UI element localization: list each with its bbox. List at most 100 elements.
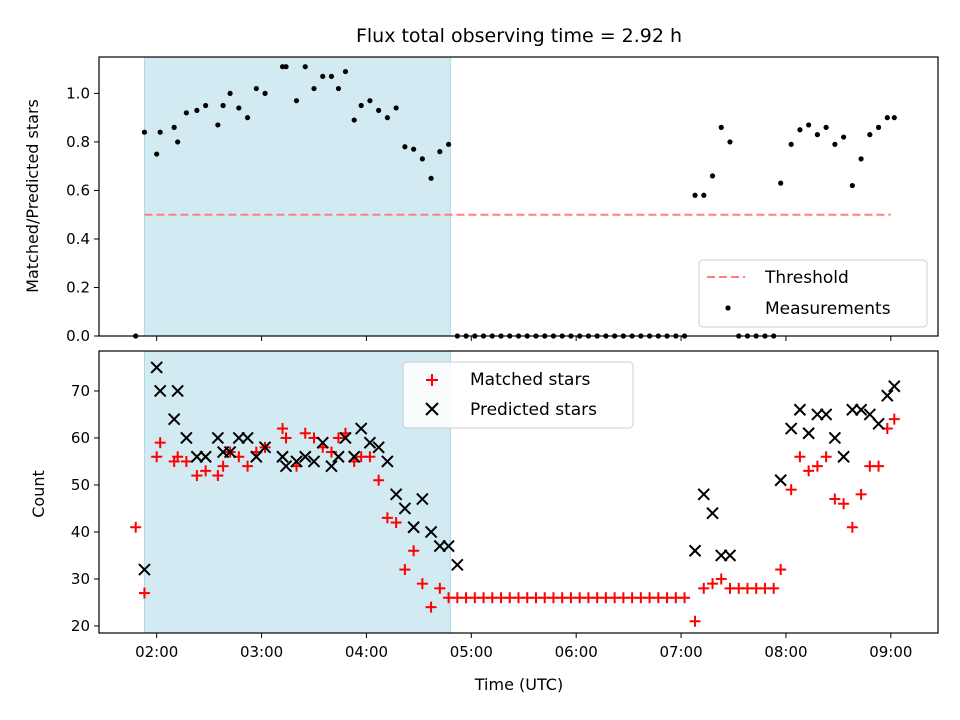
matched-point-27 <box>364 451 376 463</box>
predicted-point-1 <box>150 361 163 374</box>
matched-point-16 <box>277 423 289 435</box>
matched-point-3 <box>154 437 166 449</box>
matched-point-82 <box>846 521 858 533</box>
predicted-point-32 <box>416 492 429 506</box>
predicted-point-15 <box>276 450 289 463</box>
ratio-legend-box <box>698 259 928 328</box>
measurement-point-8 <box>203 102 209 109</box>
matched-point-81 <box>838 498 850 510</box>
matched-point-19 <box>299 427 311 439</box>
ratio-legend: Threshold Measurements <box>698 259 928 328</box>
measurement-point-27 <box>367 98 373 104</box>
count-x-tick-label-3: 05:00 <box>450 643 493 661</box>
predicted-point-19 <box>307 455 321 468</box>
measurement-point-64 <box>692 192 698 198</box>
matched-point-30 <box>390 517 402 529</box>
measurement-point-10 <box>220 102 226 109</box>
count-x-tick-label-4: 06:00 <box>555 643 598 661</box>
predicted-point-20 <box>316 436 329 449</box>
predicted-point-7 <box>199 450 212 463</box>
measurement-point-75 <box>788 141 794 147</box>
predicted-point-14 <box>258 441 272 454</box>
count-x-axis: 02:00 03:00 04:00 05:00 06:00 07:00 08:00 09:00 <box>135 633 912 661</box>
ratio-y-tick-label-0: 0.0 <box>66 327 90 345</box>
measurement-point-19 <box>302 64 308 70</box>
measurement-point-84 <box>867 132 873 138</box>
matched-point-67 <box>715 573 727 585</box>
ratio-y-axis-label: Matched/Predicted stars <box>23 99 42 293</box>
matched-point-28 <box>373 474 385 486</box>
predicted-point-39 <box>706 506 719 520</box>
measurement-point-21 <box>320 73 326 80</box>
measurement-point-68 <box>727 139 733 145</box>
matched-point-29 <box>381 512 393 524</box>
measurement-point-85 <box>875 124 882 130</box>
measurement-point-12 <box>236 105 242 111</box>
matched-point-34 <box>425 601 437 613</box>
measurement-point-32 <box>411 146 417 152</box>
measurement-points <box>133 64 897 339</box>
count-y-tick-label-4: 60 <box>71 429 90 447</box>
matched-point-74 <box>775 564 787 576</box>
predicted-point-0 <box>138 563 151 576</box>
measurement-legend-label: Measurements <box>765 299 891 319</box>
ratio-y-tick-label-1: 0.2 <box>66 278 90 296</box>
matched-point-17 <box>280 432 292 444</box>
predicted-point-26 <box>363 436 377 449</box>
count-legend-box <box>402 361 634 429</box>
predicted-point-33 <box>424 525 438 539</box>
measurement-point-28 <box>376 107 382 113</box>
measurement-point-23 <box>335 85 342 92</box>
predicted-point-31 <box>407 521 420 534</box>
measurement-point-83 <box>858 156 864 162</box>
measurement-point-79 <box>823 124 829 130</box>
measurement-point-17 <box>283 64 289 70</box>
matched-point-9 <box>212 470 224 482</box>
measurement-point-35 <box>437 149 443 155</box>
predicted-point-28 <box>381 455 394 468</box>
predicted-point-37 <box>688 544 702 557</box>
count-x-tick-label-2: 04:00 <box>345 643 388 661</box>
count-y-tick-label-3: 50 <box>71 476 90 494</box>
matched-point-7 <box>191 470 203 482</box>
measurement-point-80 <box>832 141 838 147</box>
predicted-point-42 <box>774 474 787 487</box>
measurement-point-3 <box>157 129 163 135</box>
measurement-point-66 <box>709 173 716 179</box>
predicted-point-45 <box>802 427 815 440</box>
measurement-point-5 <box>175 139 181 145</box>
matched-point-0 <box>130 521 142 533</box>
predicted-point-41 <box>723 549 737 562</box>
matched-star-points <box>130 413 900 627</box>
measurement-point-24 <box>342 68 349 75</box>
matched-point-6 <box>180 455 192 467</box>
matched-point-23 <box>332 432 344 444</box>
count-y-tick-label-2: 40 <box>71 523 90 541</box>
x-axis-label: Time (UTC) <box>474 675 563 694</box>
matched-point-10 <box>217 460 229 472</box>
predicted-point-54 <box>881 389 894 402</box>
measurement-point-25 <box>351 117 357 123</box>
ratio-panel-frame <box>98 56 939 337</box>
matched-point-87 <box>888 413 900 425</box>
matched-point-64 <box>689 615 701 627</box>
measurement-point-7 <box>194 107 200 113</box>
chart-title: Flux total observing time = 2.92 h <box>356 25 682 47</box>
predicted-point-29 <box>389 488 403 501</box>
count-y-tick-label-1: 30 <box>71 570 90 588</box>
predicted-point-23 <box>339 431 352 445</box>
count-y-axis: 20 30 40 50 60 70 <box>71 382 99 635</box>
matched-point-35 <box>434 582 446 594</box>
predicted-point-43 <box>784 422 798 435</box>
predicted-point-48 <box>828 431 842 445</box>
measurement-point-20 <box>311 85 317 92</box>
measurement-point-36 <box>445 141 452 147</box>
matched-point-80 <box>829 493 841 505</box>
predicted-legend-swatch <box>425 402 439 416</box>
ratio-x-axis <box>156 336 892 341</box>
predicted-point-8 <box>211 431 225 445</box>
measurement-point-65 <box>701 192 707 198</box>
matched-point-31 <box>399 564 411 576</box>
predicted-point-49 <box>837 450 850 463</box>
matched-point-2 <box>151 451 163 463</box>
